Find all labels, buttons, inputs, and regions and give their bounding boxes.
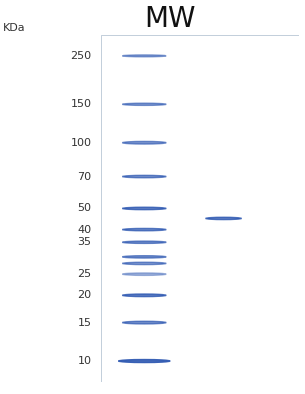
Text: 35: 35: [77, 237, 92, 247]
Text: 25: 25: [77, 269, 92, 279]
Text: 15: 15: [77, 318, 92, 327]
Text: MW: MW: [144, 6, 196, 33]
Ellipse shape: [122, 256, 166, 258]
Text: 250: 250: [70, 51, 92, 61]
Ellipse shape: [118, 359, 170, 362]
Text: 40: 40: [77, 225, 92, 234]
Text: KDa: KDa: [3, 24, 26, 33]
Ellipse shape: [122, 229, 166, 231]
Ellipse shape: [122, 262, 166, 265]
Text: 150: 150: [70, 99, 92, 109]
Ellipse shape: [122, 55, 166, 57]
Text: 50: 50: [77, 203, 92, 214]
Text: 70: 70: [77, 171, 92, 182]
Ellipse shape: [122, 141, 166, 144]
Ellipse shape: [122, 321, 166, 324]
Ellipse shape: [122, 294, 166, 297]
Ellipse shape: [206, 217, 242, 219]
Ellipse shape: [122, 103, 166, 106]
Text: 10: 10: [77, 356, 92, 366]
Ellipse shape: [122, 175, 166, 178]
Ellipse shape: [122, 241, 166, 243]
Bar: [101, 35, 299, 382]
Text: 20: 20: [77, 290, 92, 300]
Ellipse shape: [122, 207, 166, 210]
Ellipse shape: [122, 273, 166, 275]
Text: 100: 100: [70, 138, 92, 148]
